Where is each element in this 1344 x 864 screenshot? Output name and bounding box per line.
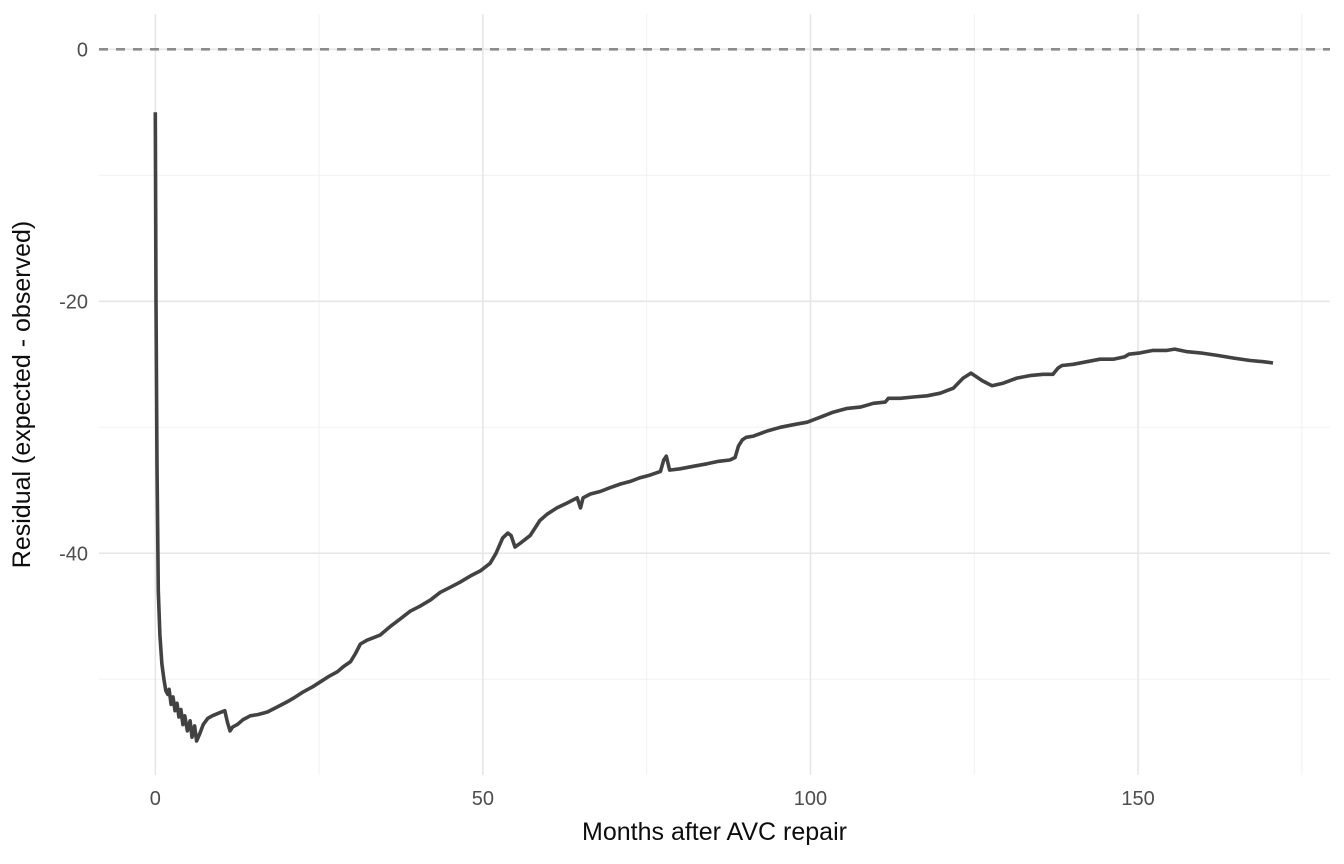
x-tick-label: 150 — [1121, 788, 1154, 810]
y-tick-label: 0 — [77, 39, 88, 61]
x-tick-label: 100 — [794, 788, 827, 810]
x-tick-label: 50 — [472, 788, 494, 810]
y-axis-title: Residual (expected - observed) — [8, 221, 36, 568]
major-gridlines — [99, 14, 1330, 775]
x-axis-tick-labels: 0 50 100 150 — [150, 788, 1155, 810]
minor-gridlines — [99, 14, 1330, 775]
y-tick-label: -40 — [59, 543, 88, 565]
y-tick-label: -20 — [59, 291, 88, 313]
residual-line-path — [153, 112, 1274, 743]
x-tick-label: 0 — [150, 788, 161, 810]
residual-series-line — [153, 112, 1274, 743]
y-axis-tick-labels: 0 -20 -40 — [59, 39, 88, 565]
x-axis-title: Months after AVC repair — [582, 818, 847, 846]
